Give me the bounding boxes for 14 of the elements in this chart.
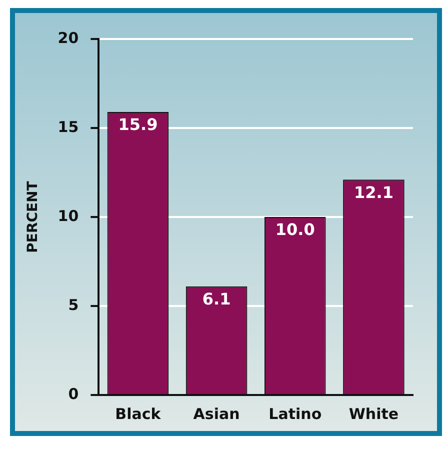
x-tick-label: Asian	[193, 404, 240, 423]
y-axis-title: PERCENT	[25, 180, 42, 253]
data-label: 6.1	[202, 290, 231, 309]
x-tick-label: White	[348, 404, 399, 423]
data-label: 12.1	[354, 182, 394, 202]
y-tick-label: 15	[58, 118, 79, 136]
data-label: 15.9	[118, 115, 158, 134]
x-tick-label: Latino	[268, 404, 322, 423]
y-tick-label: 5	[68, 296, 79, 314]
x-tick-label: Black	[115, 404, 162, 423]
data-label: 10.0	[275, 220, 315, 240]
y-tick-label: 0	[68, 384, 79, 403]
y-tick-label: 10	[58, 206, 79, 225]
y-tick-label: 20	[58, 28, 79, 47]
